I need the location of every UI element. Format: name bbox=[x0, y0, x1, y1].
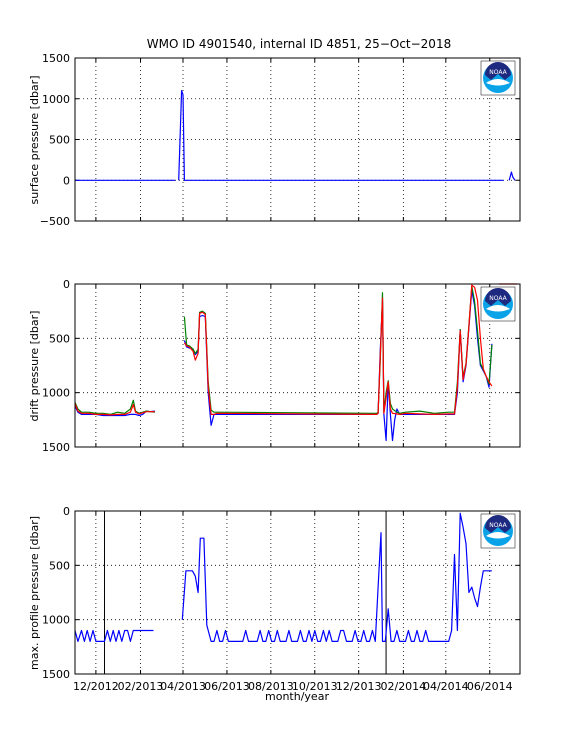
series-line bbox=[508, 171, 516, 181]
y-tick-label: 1000 bbox=[42, 614, 70, 627]
max-profile-pressure-axes bbox=[74, 510, 521, 675]
max-profile-pressure-traces bbox=[74, 511, 492, 674]
y-tick-label: 1000 bbox=[42, 93, 70, 106]
drift-pressure-grid bbox=[75, 283, 520, 448]
max-profile-pressure-ylabel: max. profile pressure [dbar] bbox=[28, 516, 41, 670]
max-profile-pressure-yticks: 0 500 1000 1500 bbox=[42, 505, 70, 681]
y-tick-label: −500 bbox=[40, 215, 70, 228]
series-line bbox=[74, 405, 155, 417]
drift-pressure-ylabel: drift pressure [dbar] bbox=[28, 311, 41, 422]
x-tick-label: 02/2014 bbox=[380, 680, 426, 693]
surface-pressure-grid bbox=[75, 57, 520, 222]
surface-pressure-panel: −500 0 500 1000 1500 surface pressure [dbar]… bbox=[28, 52, 521, 228]
noaa-logo-text: NOAA bbox=[489, 522, 507, 529]
y-tick-label: 0 bbox=[63, 174, 70, 187]
noaa-logo-icon: NOAA bbox=[480, 60, 516, 96]
surface-pressure-yticks: −500 0 500 1000 1500 bbox=[40, 52, 70, 228]
series-line bbox=[178, 89, 504, 181]
noaa-logo-text: NOAA bbox=[489, 295, 507, 302]
x-tick-label: 06/2014 bbox=[467, 680, 513, 693]
x-axis-label: month/year bbox=[265, 690, 329, 703]
drift-pressure-panel: 0 500 1000 1500 drift pressure [dbar] NOAA bbox=[28, 278, 521, 454]
y-tick-label: 0 bbox=[63, 278, 70, 291]
drift-pressure-yticks: 0 500 1000 1500 bbox=[42, 278, 70, 454]
x-tick-label: 04/2013 bbox=[160, 680, 206, 693]
series-line bbox=[74, 629, 154, 643]
surface-pressure-ylabel: surface pressure [dbar] bbox=[28, 76, 41, 205]
surface-pressure-axes bbox=[74, 57, 521, 222]
x-tick-label: 10/2013 bbox=[292, 680, 338, 693]
x-tick-label: 04/2014 bbox=[423, 680, 469, 693]
x-tick-label: 08/2013 bbox=[248, 680, 294, 693]
y-tick-label: 1500 bbox=[42, 441, 70, 454]
noaa-logo-icon: NOAA bbox=[480, 286, 516, 322]
noaa-logo-icon: NOAA bbox=[480, 513, 516, 549]
series-line bbox=[183, 284, 493, 415]
noaa-logo-text: NOAA bbox=[489, 69, 507, 76]
y-tick-label: 1000 bbox=[42, 387, 70, 400]
date-xticks: 12/201202/201304/201306/201308/201310/20… bbox=[73, 680, 513, 693]
y-tick-label: 1500 bbox=[42, 52, 70, 65]
series-line bbox=[74, 403, 155, 416]
drift-pressure-traces bbox=[74, 283, 518, 442]
series-line bbox=[74, 399, 155, 415]
x-tick-label: 02/2013 bbox=[118, 680, 164, 693]
y-tick-label: 0 bbox=[63, 505, 70, 518]
y-tick-label: 500 bbox=[49, 134, 70, 147]
x-tick-label: 06/2013 bbox=[204, 680, 250, 693]
y-tick-label: 500 bbox=[49, 332, 70, 345]
series-line bbox=[181, 512, 492, 643]
drift-pressure-axes bbox=[74, 283, 521, 448]
surface-pressure-traces bbox=[75, 89, 516, 181]
y-tick-label: 1500 bbox=[42, 668, 70, 681]
series-line bbox=[183, 285, 493, 414]
x-tick-label: 12/2013 bbox=[336, 680, 382, 693]
x-tick-label: 12/2012 bbox=[73, 680, 119, 693]
figure-title: WMO ID 4901540, internal ID 4851, 25−Oct… bbox=[147, 37, 451, 51]
y-tick-label: 500 bbox=[49, 559, 70, 572]
